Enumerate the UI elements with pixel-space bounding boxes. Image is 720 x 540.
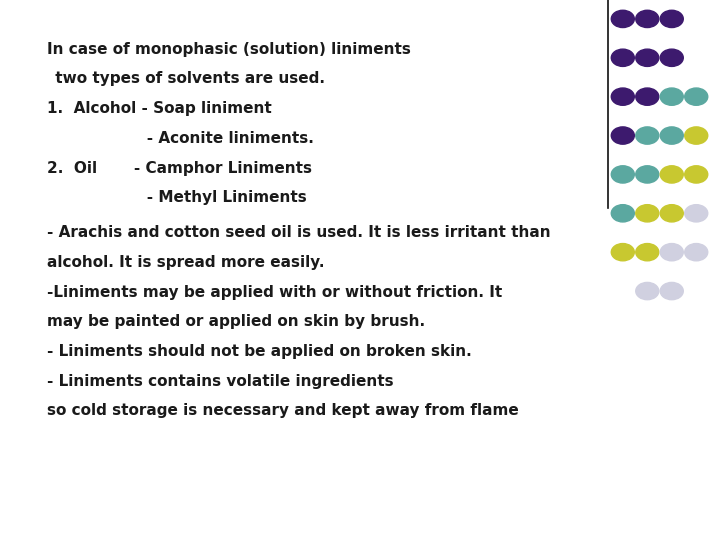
Circle shape <box>660 127 683 144</box>
Circle shape <box>636 88 659 105</box>
Circle shape <box>685 127 708 144</box>
Circle shape <box>660 205 683 222</box>
Circle shape <box>660 244 683 261</box>
Text: - Methyl Liniments: - Methyl Liniments <box>47 190 307 205</box>
Circle shape <box>685 166 708 183</box>
Circle shape <box>685 88 708 105</box>
Circle shape <box>660 166 683 183</box>
Circle shape <box>636 282 659 300</box>
Text: - Liniments should not be applied on broken skin.: - Liniments should not be applied on bro… <box>47 344 472 359</box>
Circle shape <box>611 127 634 144</box>
Circle shape <box>636 127 659 144</box>
Circle shape <box>660 10 683 28</box>
Circle shape <box>636 244 659 261</box>
Circle shape <box>636 166 659 183</box>
Circle shape <box>611 244 634 261</box>
Text: -Liniments may be applied with or without friction. It: -Liniments may be applied with or withou… <box>47 285 502 300</box>
Circle shape <box>611 166 634 183</box>
Circle shape <box>660 282 683 300</box>
Circle shape <box>660 49 683 66</box>
Text: two types of solvents are used.: two types of solvents are used. <box>50 71 325 86</box>
Text: - Liniments contains volatile ingredients: - Liniments contains volatile ingredient… <box>47 374 393 389</box>
Text: 2.  Oil       - Camphor Liniments: 2. Oil - Camphor Liniments <box>47 160 312 176</box>
Circle shape <box>685 205 708 222</box>
Circle shape <box>611 49 634 66</box>
Text: - Arachis and cotton seed oil is used. It is less irritant than: - Arachis and cotton seed oil is used. I… <box>47 225 550 240</box>
Circle shape <box>660 88 683 105</box>
Circle shape <box>611 10 634 28</box>
Text: - Aconite liniments.: - Aconite liniments. <box>47 131 314 146</box>
Text: In case of monophasic (solution) liniments: In case of monophasic (solution) linimen… <box>47 42 410 57</box>
Circle shape <box>685 244 708 261</box>
Circle shape <box>636 205 659 222</box>
Circle shape <box>636 49 659 66</box>
Text: may be painted or applied on skin by brush.: may be painted or applied on skin by bru… <box>47 314 425 329</box>
Circle shape <box>611 205 634 222</box>
Circle shape <box>611 88 634 105</box>
Circle shape <box>636 10 659 28</box>
Text: so cold storage is necessary and kept away from flame: so cold storage is necessary and kept aw… <box>47 403 518 418</box>
Text: 1.  Alcohol - Soap liniment: 1. Alcohol - Soap liniment <box>47 101 271 116</box>
Text: alcohol. It is spread more easily.: alcohol. It is spread more easily. <box>47 255 324 270</box>
